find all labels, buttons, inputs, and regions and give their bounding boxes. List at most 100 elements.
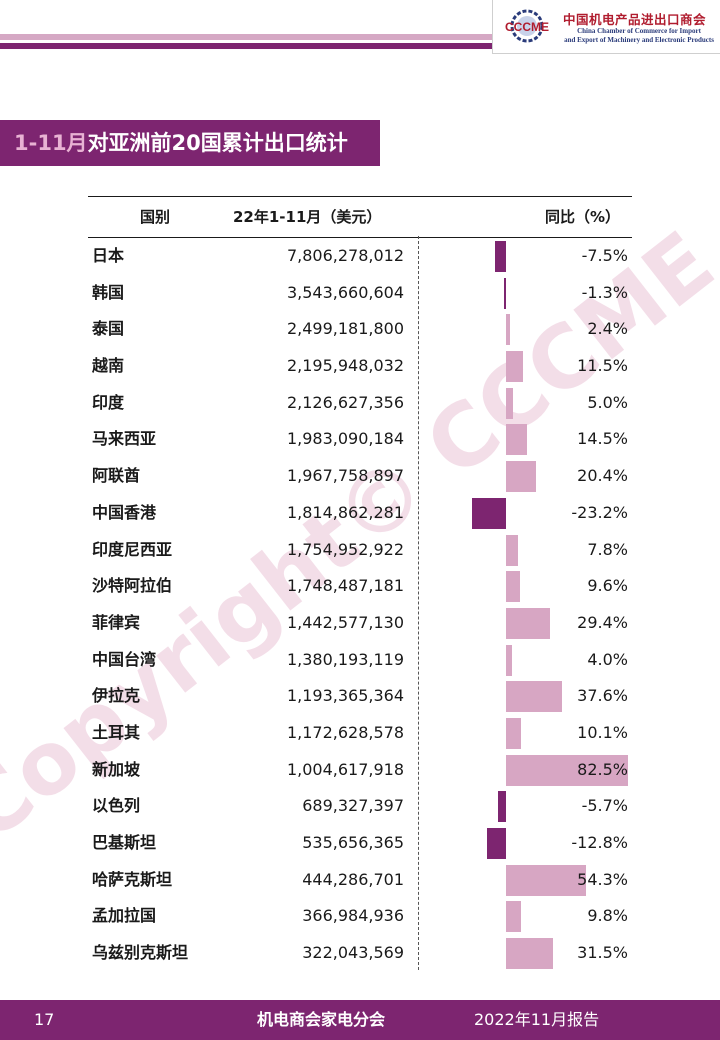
footer-report-date: 2022年11月报告 [474, 1010, 600, 1029]
export-value-cell: 2,126,627,356 [286, 392, 404, 412]
header-stripe-dark [0, 43, 492, 49]
table-row: 阿联酋 1,967,758,897 20.4% [88, 458, 632, 495]
section-title: 1-11月对亚洲前20国累计出口统计 [0, 120, 380, 166]
yoy-bar [506, 938, 553, 970]
export-value-cell: 1,172,628,578 [286, 722, 404, 742]
table-row: 中国台湾 1,380,193,119 4.0% [88, 642, 632, 679]
yoy-bar [506, 314, 510, 346]
yoy-bar [506, 681, 562, 713]
org-name-en-line2: and Export of Machinery and Electronic P… [564, 36, 714, 44]
table-row: 沙特阿拉伯 1,748,487,181 9.6% [88, 568, 632, 605]
table-row: 日本 7,806,278,012 -7.5% [88, 238, 632, 275]
export-value-cell: 689,327,397 [302, 796, 404, 816]
export-value-cell: 3,543,660,604 [286, 282, 404, 302]
col-header-value: 22年1-11月（美元） [233, 208, 382, 226]
yoy-bar [497, 791, 506, 823]
yoy-cell: -5.7% [581, 796, 628, 816]
yoy-bar [506, 424, 528, 456]
table-row: 泰国 2,499,181,800 2.4% [88, 311, 632, 348]
export-value-cell: 1,983,090,184 [286, 429, 404, 449]
country-cell: 韩国 [92, 282, 125, 302]
export-stats-table: 国别 22年1-11月（美元） 同比（%） 日本 7,806,278,012 -7.… [88, 196, 632, 972]
yoy-bar [506, 607, 550, 639]
yoy-cell: -1.3% [581, 282, 628, 302]
export-value-cell: 1,380,193,119 [286, 649, 404, 669]
yoy-cell: -7.5% [581, 246, 628, 265]
export-value-cell: 1,442,577,130 [286, 612, 404, 632]
country-cell: 孟加拉国 [92, 906, 157, 926]
yoy-cell: 31.5% [577, 943, 628, 963]
country-cell: 印度尼西亚 [92, 539, 173, 559]
table-body: 日本 7,806,278,012 -7.5% 韩国 3,543,660,604 -1.3%… [88, 238, 632, 972]
table-row: 伊拉克 1,193,365,364 37.6% [88, 678, 632, 715]
table-row: 印度 2,126,627,356 5.0% [88, 385, 632, 422]
yoy-cell: -23.2% [571, 502, 628, 522]
yoy-cell: 37.6% [577, 686, 628, 706]
yoy-bar [506, 351, 524, 383]
country-cell: 哈萨克斯坦 [92, 869, 173, 889]
yoy-cell: 11.5% [577, 356, 628, 376]
section-title-accent: 1-11月 [14, 131, 88, 155]
export-value-cell: 7,806,278,012 [286, 246, 404, 265]
yoy-bar [471, 497, 506, 529]
export-value-cell: 322,043,569 [302, 943, 404, 963]
yoy-bar [506, 864, 587, 896]
table-row: 马来西亚 1,983,090,184 14.5% [88, 421, 632, 458]
export-value-cell: 1,754,952,922 [286, 539, 404, 559]
yoy-cell: 20.4% [577, 466, 628, 486]
yoy-cell: 2.4% [587, 319, 628, 339]
export-value-cell: 2,499,181,800 [286, 319, 404, 339]
export-value-cell: 535,656,365 [302, 833, 404, 852]
country-cell: 以色列 [92, 796, 141, 816]
yoy-bar [506, 754, 629, 786]
yoy-bar [506, 901, 521, 933]
yoy-bar [506, 534, 518, 566]
table-row: 印度尼西亚 1,754,952,922 7.8% [88, 532, 632, 569]
yoy-bar [504, 277, 506, 309]
yoy-bar [487, 828, 506, 859]
export-value-cell: 2,195,948,032 [286, 356, 404, 376]
country-cell: 印度 [92, 392, 125, 412]
table-row: 土耳其 1,172,628,578 10.1% [88, 715, 632, 752]
country-cell: 乌兹别克斯坦 [92, 943, 189, 963]
yoy-cell: 4.0% [587, 649, 628, 669]
yoy-cell: 7.8% [587, 539, 628, 559]
yoy-cell: 14.5% [577, 429, 628, 449]
yoy-bar [506, 717, 521, 749]
export-value-cell: 1,748,487,181 [286, 576, 404, 596]
yoy-cell: 9.6% [587, 576, 628, 596]
yoy-bar [494, 241, 506, 272]
country-cell: 土耳其 [92, 722, 141, 742]
table-row: 以色列 689,327,397 -5.7% [88, 788, 632, 825]
country-cell: 伊拉克 [92, 686, 141, 706]
country-cell: 越南 [92, 356, 125, 376]
yoy-cell: 10.1% [577, 722, 628, 742]
page-number: 17 [34, 1010, 55, 1029]
section-title-text: 对亚洲前20国累计出口统计 [87, 131, 348, 155]
header-stripe-light [0, 34, 492, 40]
yoy-bar [506, 644, 512, 676]
table-header: 国别 22年1-11月（美元） 同比（%） [88, 196, 632, 238]
yoy-cell: 9.8% [587, 906, 628, 926]
yoy-zero-axis [418, 236, 419, 970]
page-footer: 17 机电商会家电分会 2022年11月报告 [0, 1000, 720, 1040]
org-name-en-line1: China Chamber of Commerce for Import [577, 27, 701, 35]
export-value-cell: 1,814,862,281 [286, 502, 404, 522]
country-cell: 新加坡 [92, 759, 141, 779]
cccme-logo-icon: CCCME [505, 9, 549, 43]
export-value-cell: 1,193,365,364 [286, 686, 404, 706]
table-row: 孟加拉国 366,984,936 9.8% [88, 898, 632, 935]
footer-org: 机电商会家电分会 [257, 1010, 386, 1029]
yoy-bar [506, 387, 514, 419]
table-row: 新加坡 1,004,617,918 82.5% [88, 752, 632, 789]
yoy-cell: 29.4% [577, 612, 628, 632]
org-logo-block: CCCME 中国机电产品进出口商会 China Chamber of Comme… [492, 0, 720, 54]
org-name-cn: 中国机电产品进出口商会 [563, 12, 707, 27]
export-value-cell: 444,286,701 [302, 869, 404, 889]
export-value-cell: 366,984,936 [302, 906, 404, 926]
country-cell: 中国香港 [92, 502, 157, 522]
table-row: 菲律宾 1,442,577,130 29.4% [88, 605, 632, 642]
country-cell: 中国台湾 [92, 649, 157, 669]
col-header-country: 国别 [140, 208, 171, 226]
table-row: 巴基斯坦 535,656,365 -12.8% [88, 825, 632, 862]
